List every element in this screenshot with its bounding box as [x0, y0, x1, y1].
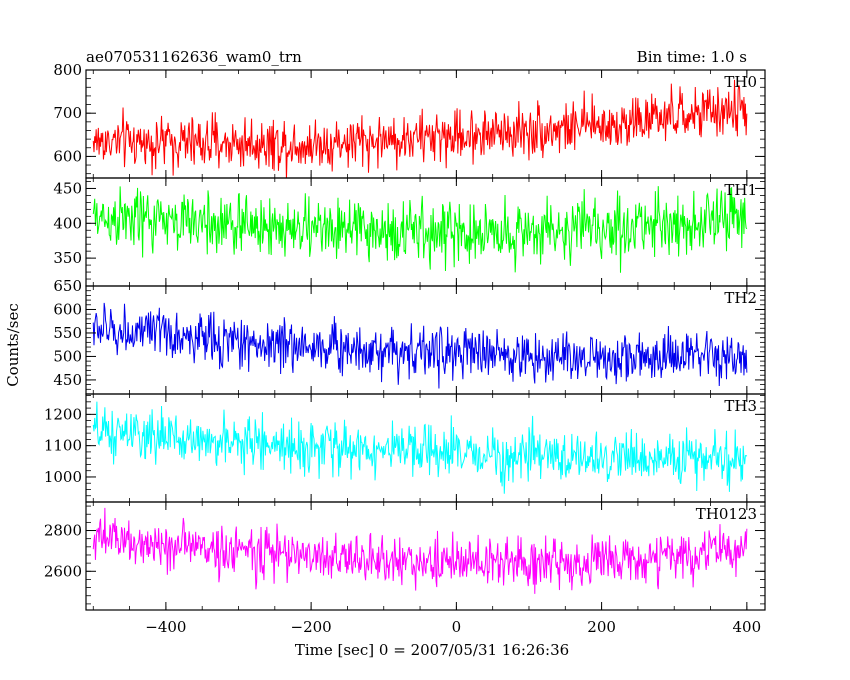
bin-time-label: Bin time: 1.0 s — [637, 48, 747, 66]
panel-label-th1: TH1 — [724, 181, 757, 199]
x-tick-label: 400 — [733, 618, 762, 636]
y-tick-label: 650 — [53, 277, 82, 295]
y-tick-label: 1200 — [44, 405, 82, 423]
y-tick-label: 550 — [53, 324, 82, 342]
y-tick-label: 700 — [53, 104, 82, 122]
series-line-th0123 — [92, 507, 748, 594]
y-tick-label: 450 — [53, 371, 82, 389]
y-tick-label: 600 — [53, 147, 82, 165]
y-tick-label: 1000 — [44, 468, 82, 486]
series-line-th1 — [92, 186, 748, 273]
x-tick-label: 0 — [452, 618, 462, 636]
panel-frame — [85, 393, 766, 503]
series-line-th0 — [92, 79, 748, 178]
panels-group: 600 700 800 TH0 350 400 450 TH1 450 500 550 600 650 T… — [44, 61, 766, 611]
y-tick-label: 350 — [53, 249, 82, 267]
panel-th0: 600 700 800 TH0 — [53, 61, 766, 179]
y-tick-label: 450 — [53, 179, 82, 197]
y-tick-label: 2800 — [44, 522, 82, 540]
series-line-th3 — [92, 401, 748, 494]
panel-label-th2: TH2 — [724, 289, 757, 307]
panel-frame — [85, 501, 766, 611]
x-axis-label: Time [sec] 0 = 2007/05/31 16:26:36 — [295, 641, 569, 659]
observation-title: ae070531162636_wam0_trn — [86, 48, 302, 66]
y-tick-label: 500 — [53, 347, 82, 365]
y-tick-label: 2600 — [44, 562, 82, 580]
panel-label-th3: TH3 — [724, 397, 757, 415]
y-tick-label: 800 — [53, 61, 82, 79]
y-tick-label: 600 — [53, 300, 82, 318]
panel-th0123: 2600 2800 TH0123 — [44, 501, 766, 611]
panel-label-th0123: TH0123 — [696, 505, 757, 523]
panel-th2: 450 500 550 600 650 TH2 — [53, 277, 766, 395]
y-tick-label: 400 — [53, 214, 82, 232]
panel-th1: 350 400 450 TH1 — [53, 177, 766, 287]
x-tick-label: −400 — [145, 618, 186, 636]
series-line-th2 — [92, 302, 748, 389]
panel-th3: 1000 1100 1200 TH3 — [44, 393, 766, 503]
y-axis-label: Counts/sec — [4, 303, 22, 387]
panel-label-th0: TH0 — [724, 73, 757, 91]
x-tick-label: −200 — [291, 618, 332, 636]
y-tick-label: 1100 — [44, 437, 82, 455]
x-axis: −400 −200 0 200 400 — [145, 618, 761, 636]
x-tick-label: 200 — [587, 618, 616, 636]
